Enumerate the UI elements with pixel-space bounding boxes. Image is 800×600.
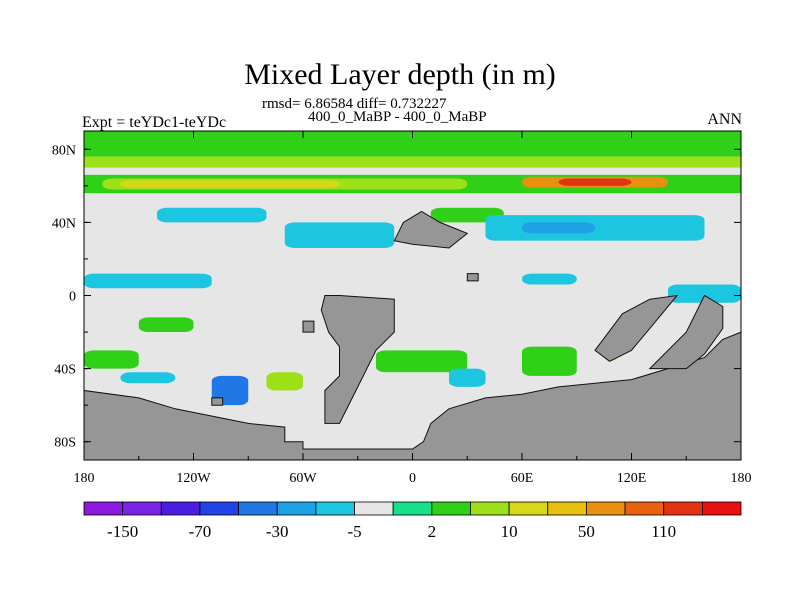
colorbar-swatch	[122, 501, 162, 516]
y-tick-label: 80N	[52, 143, 76, 158]
colorbar-label: 110	[651, 522, 676, 541]
anomaly-so-green-4	[522, 346, 577, 376]
land-small-island-3	[211, 397, 224, 406]
land-east-continent	[648, 294, 724, 370]
colorbar-swatch	[392, 501, 433, 516]
land-africa-asia-spur	[393, 210, 469, 249]
colorbar-label: -30	[266, 522, 289, 541]
anomaly-eurasia-blue-core	[522, 222, 595, 234]
anomaly-np-blue-2	[284, 222, 395, 248]
season-label: ANN	[707, 111, 742, 128]
chart-period-label: 400_0_MaBP - 400_0_MaBP	[308, 109, 487, 125]
colorbar-swatch	[315, 501, 355, 516]
colorbar-swatch	[586, 501, 626, 516]
anomaly-trop-blue-3	[522, 273, 577, 285]
colorbar-swatch	[431, 501, 471, 516]
anomaly-north-atlantic-warm	[120, 180, 340, 188]
x-tick-label: 180	[731, 471, 752, 486]
anomaly-north-eurasia-max	[558, 178, 632, 186]
colorbar-swatch	[354, 501, 394, 516]
colorbar-label: -70	[189, 522, 212, 541]
colorbar-label: 50	[578, 522, 595, 541]
colorbar-swatch	[624, 501, 665, 516]
anomaly-so-green-1	[84, 350, 139, 369]
plot-area	[83, 131, 742, 461]
x-tick-label: 120E	[617, 471, 647, 486]
colorbar-swatch	[508, 501, 549, 516]
colorbar-swatch	[547, 501, 587, 516]
colorbar-swatch	[663, 501, 703, 516]
colorbar-label: -5	[347, 522, 361, 541]
colorbar-swatch	[238, 501, 278, 516]
anomaly-np-blue-1	[157, 207, 267, 223]
anomaly-sp-green-1	[138, 317, 194, 333]
land-pacific-land	[594, 294, 679, 362]
land-small-island-1	[302, 320, 315, 333]
colorbar-swatch	[83, 501, 124, 516]
colorbar-swatch	[701, 501, 742, 516]
anomaly-trop-blue-2	[668, 284, 741, 303]
land-south-america	[320, 295, 395, 424]
axes: 180 120W 60W 0 60E 120E 180 80N 40N 0 40S 80S	[52, 130, 752, 486]
colorbar-swatch	[199, 501, 239, 516]
y-tick-label: 40N	[52, 216, 76, 231]
anomaly-so-blue-3	[449, 368, 486, 387]
colorbar-swatch	[276, 501, 317, 516]
colorbar-swatch	[470, 501, 510, 516]
x-tick-label: 0	[409, 471, 416, 486]
chart-title: Mixed Layer depth (in m)	[244, 58, 556, 91]
anomaly-arctic-band-inner	[84, 156, 741, 168]
x-tick-label: 60W	[289, 471, 317, 486]
colorbar-label: 10	[501, 522, 518, 541]
y-tick-label: 40S	[54, 363, 76, 378]
anomaly-so-blue-1	[120, 372, 176, 384]
x-tick-label: 60E	[511, 471, 534, 486]
experiment-label: Expt = teYDc1-teYDc	[82, 114, 227, 131]
anomaly-na-green	[430, 207, 504, 223]
land-small-island-2	[466, 273, 479, 282]
land-antarctica	[83, 331, 742, 461]
colorbar-label: 2	[428, 522, 437, 541]
anomaly-trop-blue-1	[84, 273, 212, 289]
y-tick-label: 80S	[54, 436, 76, 451]
chart-stats-label: rmsd= 6.86584 diff= 0.732227	[262, 96, 447, 112]
y-tick-label: 0	[69, 290, 76, 305]
anomaly-so-green-3	[376, 350, 468, 373]
x-tick-label: 120W	[176, 471, 211, 486]
anomaly-so-green-2	[266, 372, 303, 391]
colorbar-swatch	[160, 501, 201, 516]
colorbar-label: -150	[107, 522, 138, 541]
colorbar: -150 -70 -30 -5 2 10 50 110	[83, 501, 742, 541]
x-tick-label: 180	[74, 471, 95, 486]
